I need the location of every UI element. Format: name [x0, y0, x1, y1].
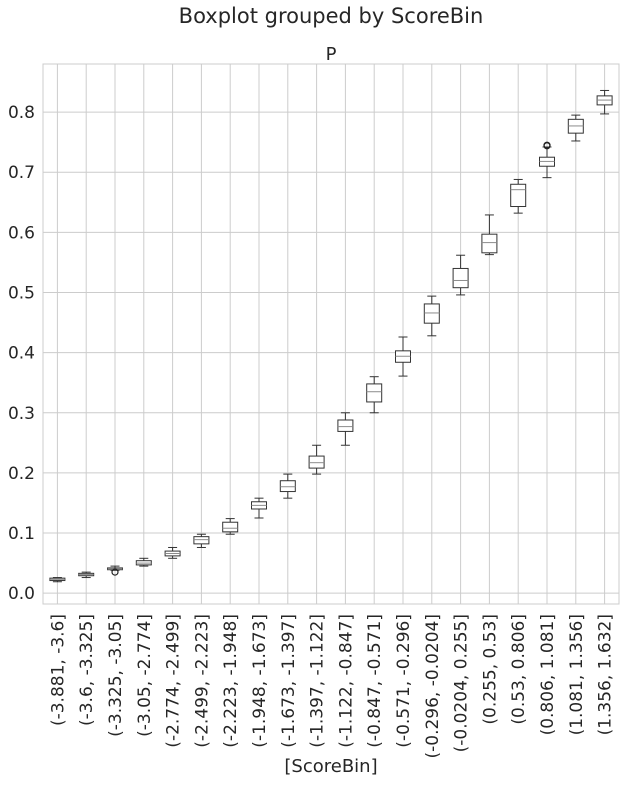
box-group: [280, 474, 295, 498]
box-iqr: [482, 234, 497, 253]
box-group: [79, 572, 94, 577]
box-group: [223, 519, 238, 535]
box-group: [597, 90, 612, 113]
y-tick-label: 0.0: [8, 584, 35, 604]
y-tick-label: 0.7: [8, 163, 35, 183]
box-iqr: [453, 268, 468, 287]
x-axis-tick-labels: (-3.881, -3.6] (-3.6, -3.325] (-3.325, -3.…: [48, 614, 615, 759]
y-tick-label: 0.4: [8, 344, 35, 364]
box-iqr: [223, 522, 238, 532]
figure-suptitle: Boxplot grouped by ScoreBin: [179, 4, 484, 28]
y-tick-label: 0.6: [8, 223, 35, 243]
y-axis-tick-labels: 0.0 0.1 0.2 0.3 0.4 0.5 0.6 0.7 0.8: [8, 103, 35, 604]
x-tick-label: (-3.325, -3.05]: [106, 614, 126, 737]
x-tick-label: (0.255, 0.53]: [480, 614, 500, 725]
box-group: [453, 255, 468, 295]
x-tick-label: (1.356, 1.632]: [596, 614, 616, 735]
box-group: [194, 534, 209, 547]
x-tick-label: (-0.296, -0.0204]: [423, 614, 443, 759]
box-iqr: [367, 384, 382, 402]
box-group: [165, 547, 180, 558]
box-iqr: [424, 304, 439, 323]
grid-lines: [43, 64, 619, 604]
box-group: [568, 115, 583, 141]
box-group: [367, 377, 382, 413]
x-tick-label: (-2.774, -2.499]: [164, 614, 184, 748]
x-tick-label: (0.53, 0.806]: [509, 614, 529, 725]
box-group: [424, 296, 439, 336]
axes-title: P: [326, 44, 337, 65]
x-tick-label: (-0.847, -0.571]: [365, 614, 385, 748]
box-iqr: [194, 537, 209, 544]
y-tick-label: 0.8: [8, 103, 35, 123]
box-group: [482, 215, 497, 255]
plot-area-frame: [43, 64, 619, 604]
box-group: [136, 558, 151, 566]
boxes: [50, 90, 612, 581]
x-tick-label: (-1.122, -0.847]: [336, 614, 356, 748]
y-tick-label: 0.5: [8, 284, 35, 304]
y-tick-label: 0.3: [8, 404, 35, 424]
y-tick-label: 0.1: [8, 524, 35, 544]
x-tick-label: (1.081, 1.356]: [567, 614, 587, 735]
x-tick-label: (-3.881, -3.6]: [48, 614, 68, 726]
x-tick-label: (-2.223, -1.948]: [221, 614, 241, 748]
x-tick-label: (-3.05, -2.774]: [135, 614, 155, 737]
box-group: [338, 413, 353, 445]
x-tick-label: (-1.948, -1.673]: [250, 614, 270, 748]
x-tick-label: (-2.499, -2.223]: [192, 614, 212, 748]
box-group: [50, 578, 65, 582]
x-tick-label: (-3.6, -3.325]: [77, 614, 97, 726]
x-tick-label: (-1.673, -1.397]: [279, 614, 299, 748]
y-tick-label: 0.2: [8, 464, 35, 484]
box-group: [396, 337, 411, 376]
box-iqr: [511, 184, 526, 206]
x-tick-label: (0.806, 1.081]: [538, 614, 558, 735]
box-iqr: [338, 420, 353, 431]
box-group: [309, 445, 324, 474]
x-axis-label: [ScoreBin]: [284, 756, 377, 777]
x-tick-label: (-1.397, -1.122]: [308, 614, 328, 748]
x-tick-label: (-0.0204, 0.255]: [452, 614, 472, 752]
box-group: [511, 179, 526, 213]
x-tick-label: (-0.571, -0.296]: [394, 614, 414, 748]
box-iqr: [309, 456, 324, 468]
box-iqr: [280, 481, 295, 492]
box-group: [252, 498, 267, 518]
